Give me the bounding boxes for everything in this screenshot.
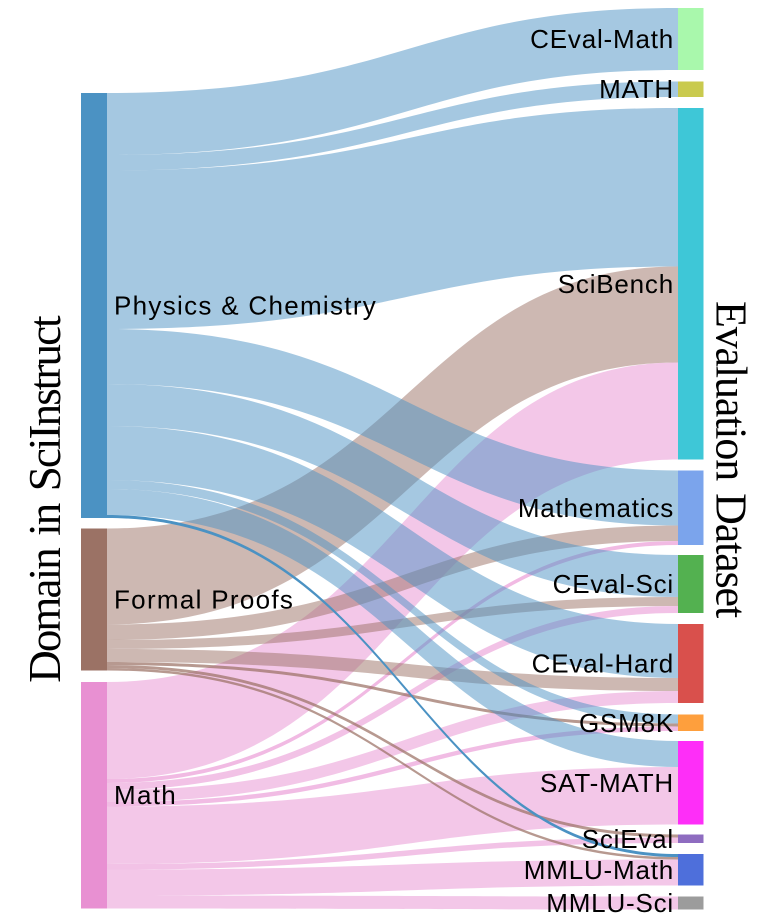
- svg-text:GSM8K: GSM8K: [579, 708, 674, 738]
- svg-text:CEval-Hard: CEval-Hard: [532, 649, 674, 679]
- svg-text:CEval-Math: CEval-Math: [530, 24, 674, 54]
- svg-text:Evaluation Dataset: Evaluation Dataset: [707, 301, 756, 618]
- svg-text:Math: Math: [114, 780, 177, 810]
- svg-text:MMLU-Math: MMLU-Math: [524, 855, 674, 885]
- svg-text:SciEval: SciEval: [582, 824, 674, 854]
- svg-text:Mathematics: Mathematics: [518, 493, 674, 523]
- svg-text:MMLU-Sci: MMLU-Sci: [546, 888, 674, 918]
- svg-text:Domain in SciInstruct: Domain in SciInstruct: [20, 315, 70, 683]
- svg-text:SciBench: SciBench: [558, 269, 674, 299]
- svg-text:SAT-MATH: SAT-MATH: [540, 768, 674, 798]
- svg-text:CEval-Sci: CEval-Sci: [553, 569, 674, 599]
- svg-text:Formal Proofs: Formal Proofs: [114, 585, 294, 615]
- svg-text:MATH: MATH: [599, 74, 674, 104]
- svg-text:Physics & Chemistry: Physics & Chemistry: [114, 291, 377, 321]
